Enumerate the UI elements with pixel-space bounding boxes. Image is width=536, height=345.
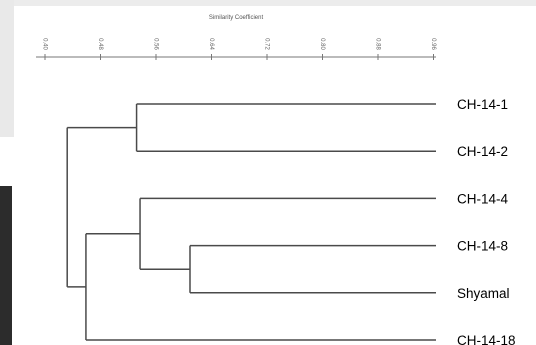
- background-panel-top: [14, 0, 536, 6]
- axis-tick-label: 0.56: [152, 38, 158, 50]
- axis-tick-label: 0.40: [41, 38, 47, 50]
- background-panel-left: [0, 0, 14, 137]
- axis-title: Similarity Coefficient: [209, 15, 264, 21]
- leaf-label: CH-14-18: [457, 333, 516, 345]
- leaf-label: CH-14-1: [457, 97, 508, 112]
- leaf-labels: CH-14-1 CH-14-2 CH-14-4 CH-14-8 Shyamal CH-14…: [457, 97, 516, 345]
- leaf-label: CH-14-4: [457, 191, 509, 206]
- leaf-label: CH-14-2: [457, 144, 508, 159]
- similarity-axis: 0.40 0.48 0.56 0.64 0.72 0.80 0.88 0.96: [36, 38, 436, 60]
- axis-tick-label: 0.72: [263, 38, 269, 50]
- axis-tick-label: 0.96: [430, 38, 436, 50]
- dendrogram-tree: [66, 103, 436, 341]
- axis-tick-label: 0.80: [319, 38, 325, 50]
- axis-tick-label: 0.48: [97, 38, 103, 50]
- leaf-label: Shyamal: [457, 286, 510, 301]
- dark-background-strip: [0, 186, 12, 345]
- axis-tick-label: 0.88: [374, 38, 380, 50]
- axis-tick-label: 0.64: [208, 38, 214, 50]
- leaf-label: CH-14-8: [457, 239, 508, 254]
